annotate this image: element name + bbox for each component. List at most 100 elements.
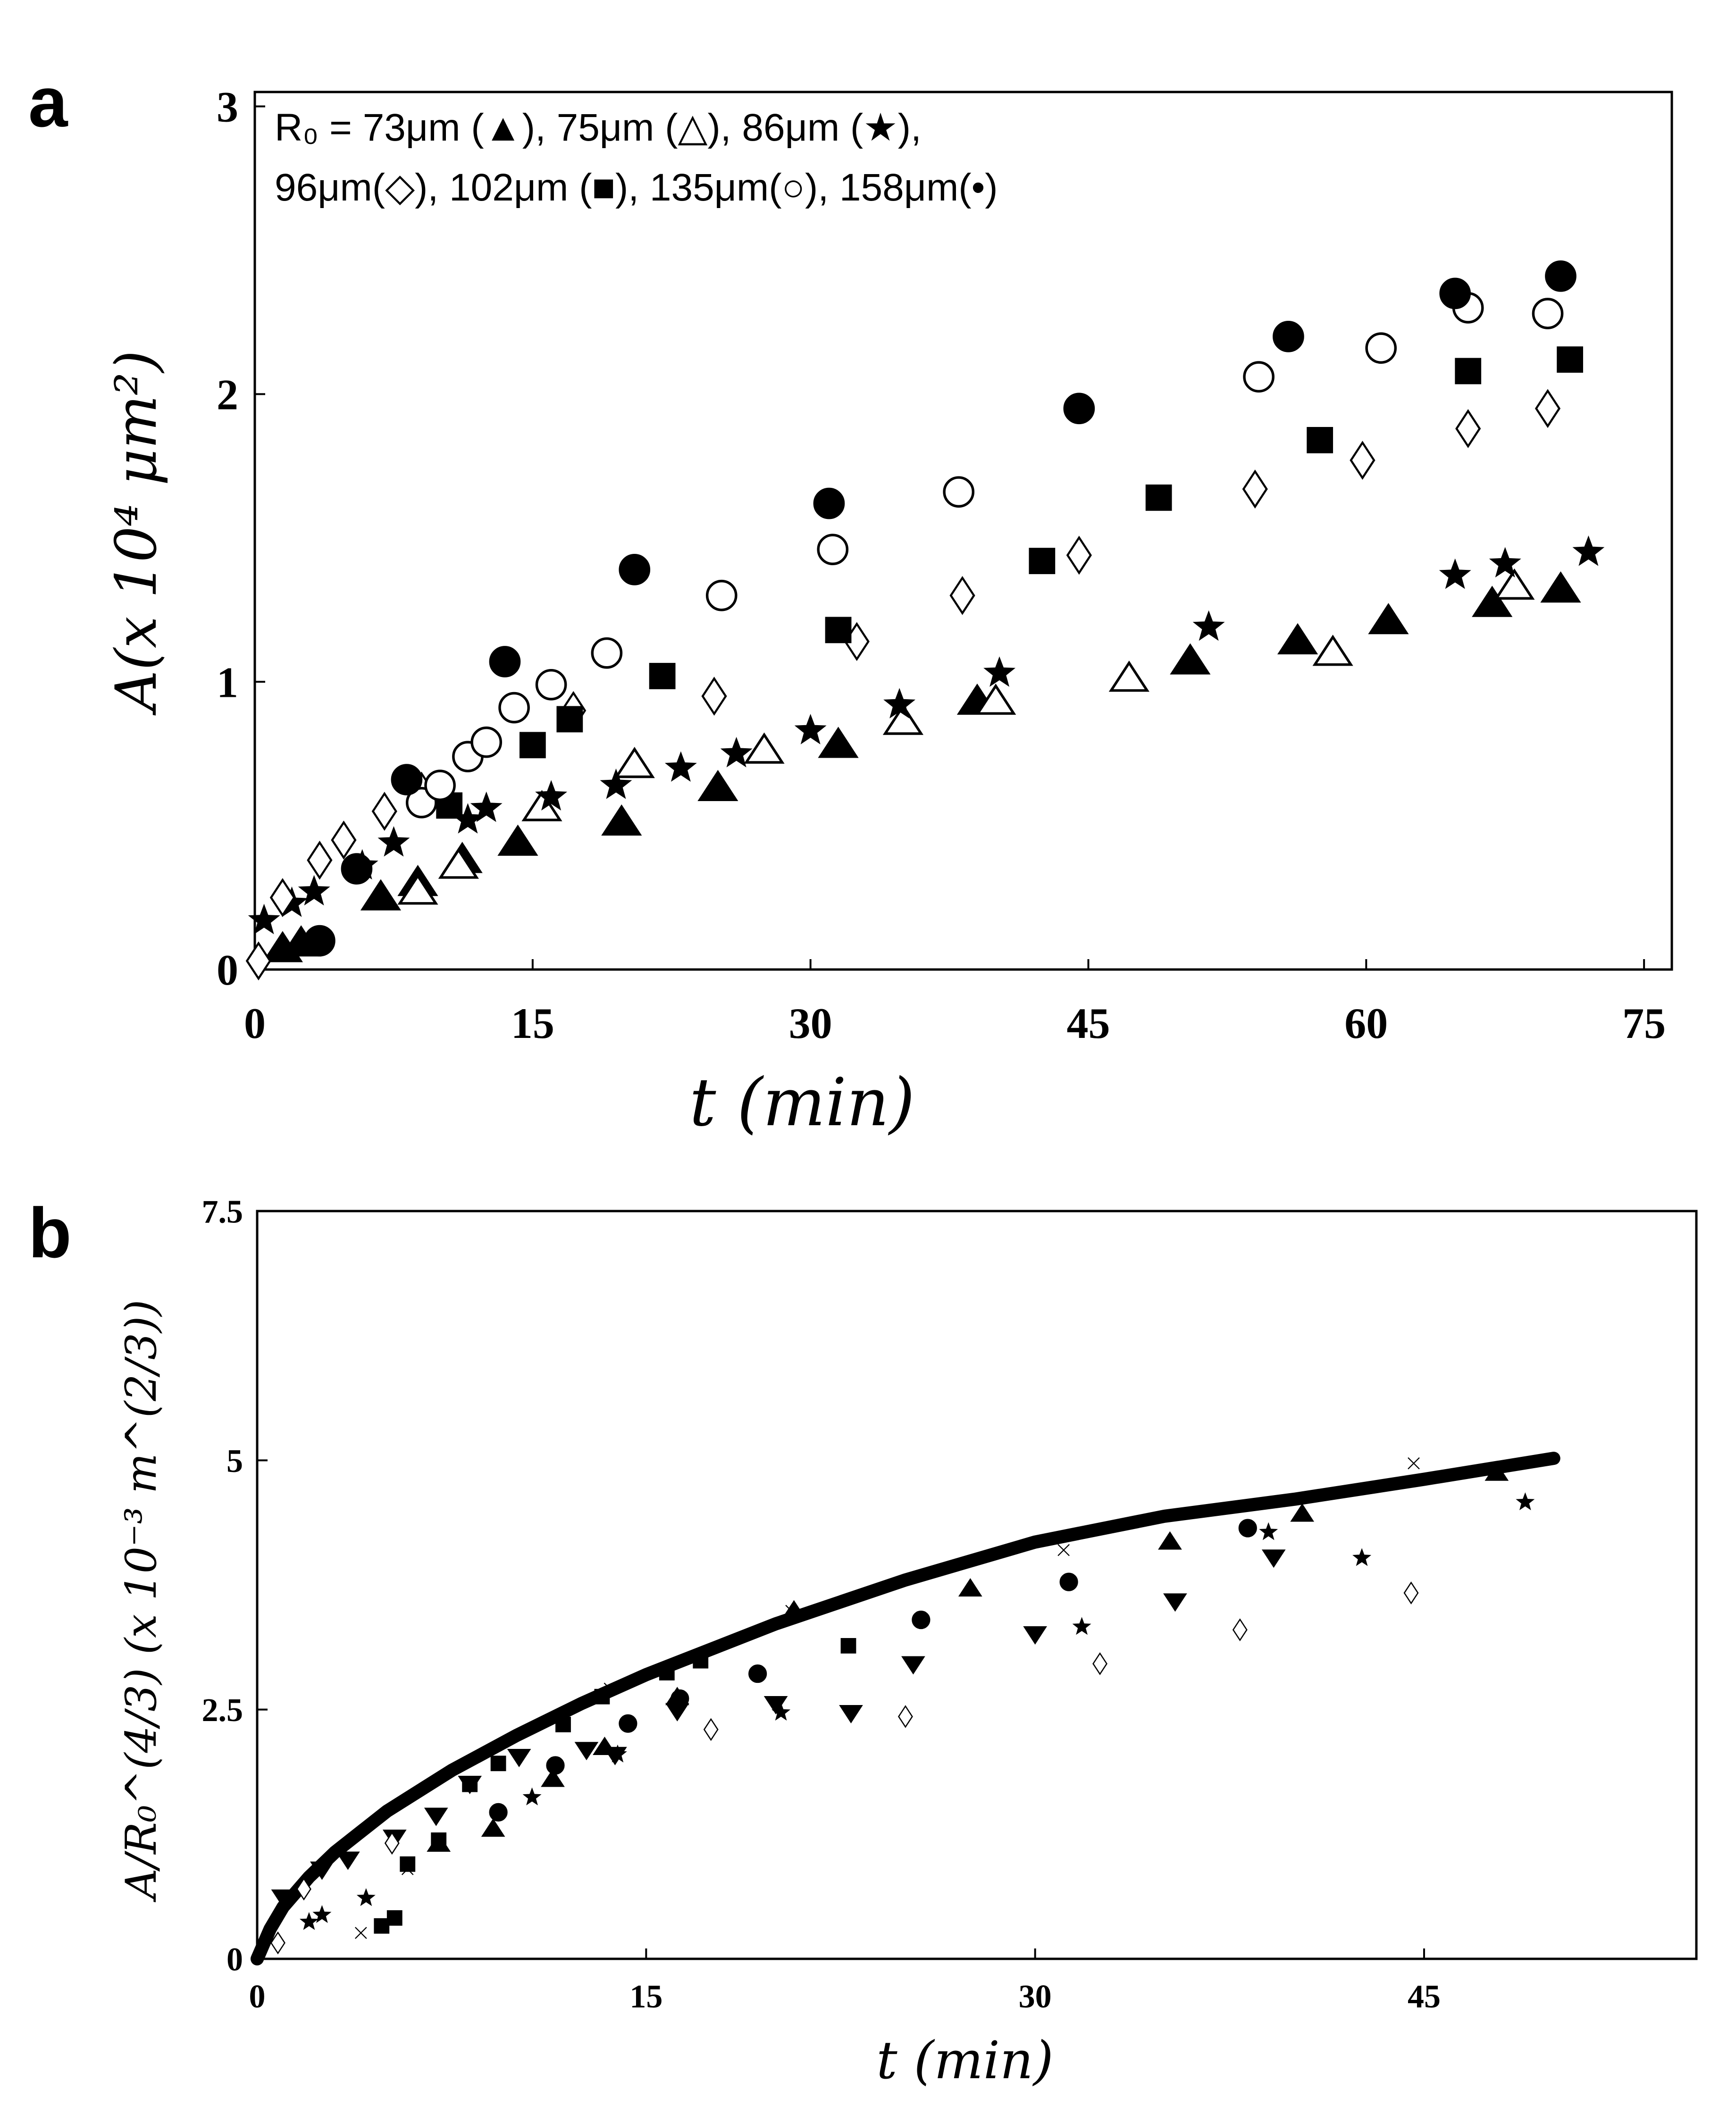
panel-a-point-square-filled [1145,484,1172,511]
panel-b-ytick-label: 5 [226,1443,243,1480]
panel-b-point-square-filled [555,1716,571,1732]
panel-b-series-diamond-open [270,1581,1419,1955]
panel-a-point-circle-open [817,534,849,565]
panel-a-point-circle-open [1243,361,1275,393]
panel-a-point-square-filled [1455,358,1482,385]
panel-a-point-square-filled [519,732,546,759]
panel-b-point-diamond-open [897,1705,913,1728]
panel-a-point-triangle-filled [497,824,538,856]
panel-a-point-triangle-open [614,747,655,778]
panel-a-point-triangle-filled [1368,603,1409,635]
panel-a-point-circle-filled [619,554,651,585]
panel-a-point-triangle-filled [697,769,738,802]
panel-a-point-circle-open [535,669,567,701]
panel-a-point-square-filled [649,663,676,689]
panel-b-point-triangle-filled [958,1578,982,1597]
panel-a-point-circle-filled [341,853,373,885]
panel-a-xlabel: t (min) [689,1064,915,1141]
panel-a-point-circle-filled [813,487,845,519]
panel-a-point-diamond-open [1066,535,1092,575]
panel-a-ylabel: A(x 10⁴ μm²) [104,351,169,716]
panel-b-point-star [299,1912,319,1930]
panel-a-point-circle-open [424,769,456,802]
panel-a-point-diamond-open [245,941,271,981]
panel-a-xtick-label: 30 [789,999,832,1047]
panel-a-point-star [720,736,753,768]
panel-a-point-triangle-open [521,790,562,821]
panel-a-point-star [794,714,827,744]
panel-a-point-star [470,791,503,822]
panel-b-ytick-label: 7.5 [202,1194,243,1230]
panel-b-point-triangle-down-filled [574,1742,599,1761]
panel-b-point-square-filled [374,1918,390,1934]
panel-a-point-star [1489,547,1521,577]
panel-a-point-star [248,903,280,935]
panel-a-xtick-label: 75 [1622,999,1666,1047]
panel-a-point-triangle-filled [360,879,402,911]
panel-a-frame [253,91,1673,971]
panel-a-point-circle-filled [1439,277,1471,309]
panel-b-point-square-filled [431,1832,447,1848]
panel-b-series-square-filled [374,1638,856,1934]
panel-b-xlabel: t (min) [876,2030,1053,2090]
panel-a-point-star [883,688,915,719]
panel-a-point-star [664,751,697,782]
panel-a-point-circle-filled [1545,260,1577,292]
panel-a-point-circle-filled [391,764,423,795]
panel-b-frame [256,1210,1698,1960]
panel-b-point-circle-filled [1238,1519,1257,1538]
panel-b-point-triangle-filled [1158,1531,1182,1550]
panel-a-point-circle-open [1365,332,1397,364]
panel-b-series-star [299,1492,1535,1930]
panel-b-point-triangle-down-filled [424,1807,448,1826]
panel-b-point-square-filled [490,1756,506,1772]
panel-a-point-square-filled [556,706,583,733]
panel-a-point-diamond-open [1455,409,1481,448]
panel-a-series-square-filled [436,346,1583,819]
panel-a-point-triangle-open [1312,635,1353,666]
panel-a-point-star [983,656,1015,687]
panel-a-point-diamond-open [331,820,357,860]
panel-b-point-star [1516,1492,1535,1511]
panel-b-point-triangle-down-filled [1261,1549,1286,1568]
panel-b-point-star [356,1888,376,1906]
panel-b-ytick-label: 2.5 [202,1692,243,1729]
panel-a-point-diamond-open [269,878,295,917]
panel-a-point-square-filled [1557,346,1583,373]
panel-a-point-triangle-filled [1277,623,1318,654]
panel-b-point-circle-filled [489,1803,508,1822]
panel-a-point-diamond-open [1535,389,1561,428]
panel-b-xtick-label: 30 [1019,1979,1052,2015]
panel-a: a R₀ = 73μm (▲), 75μm (△), 86μm (★), 96μ… [28,62,1673,1141]
panel-b-point-cross [401,1863,414,1875]
panel-a-point-square-filled [1029,548,1056,574]
panel-a-xtick-label: 15 [511,999,554,1047]
panel-a-point-triangle-filled [1170,643,1211,675]
panel-a-point-triangle-open [1494,568,1535,600]
panel-b-point-star [522,1787,542,1806]
panel-a-point-square-filled [825,617,852,644]
panel-a-point-star [1439,558,1471,589]
panel-b: b 0 15 30 45 0 2.5 5 7.5 t (min) A/R₀^(4/3) (x … [28,1193,1698,2090]
panel-b-ytick-label: 0 [226,1942,243,1978]
panel-b-point-square-filled [693,1653,709,1669]
panel-b-point-cross [1057,1544,1070,1556]
panel-a-point-circle-open [470,726,503,758]
panel-b-point-circle-filled [619,1714,637,1733]
panel-b-xtick-label: 15 [629,1979,663,2015]
panel-b-point-square-filled [386,1910,403,1926]
panel-a-xtick-label: 0 [244,999,266,1047]
panel-b-point-circle-filled [748,1664,767,1683]
panel-b-point-diamond-open [1092,1652,1107,1675]
panel-b-axes: 0 15 30 45 0 2.5 5 7.5 [202,1194,1441,2015]
panel-a-point-circle-open [943,476,975,508]
panel-b-point-star [772,1703,791,1721]
panel-b-point-circle-filled [671,1689,689,1708]
panel-a-point-circle-filled [1063,393,1095,425]
panel-b-point-triangle-filled [481,1818,505,1837]
panel-a-point-circle-open [705,579,738,611]
panel-b-point-cross [1408,1457,1420,1470]
panel-a-point-diamond-open [307,840,333,880]
panel-a-ytick-label: 2 [217,371,238,419]
